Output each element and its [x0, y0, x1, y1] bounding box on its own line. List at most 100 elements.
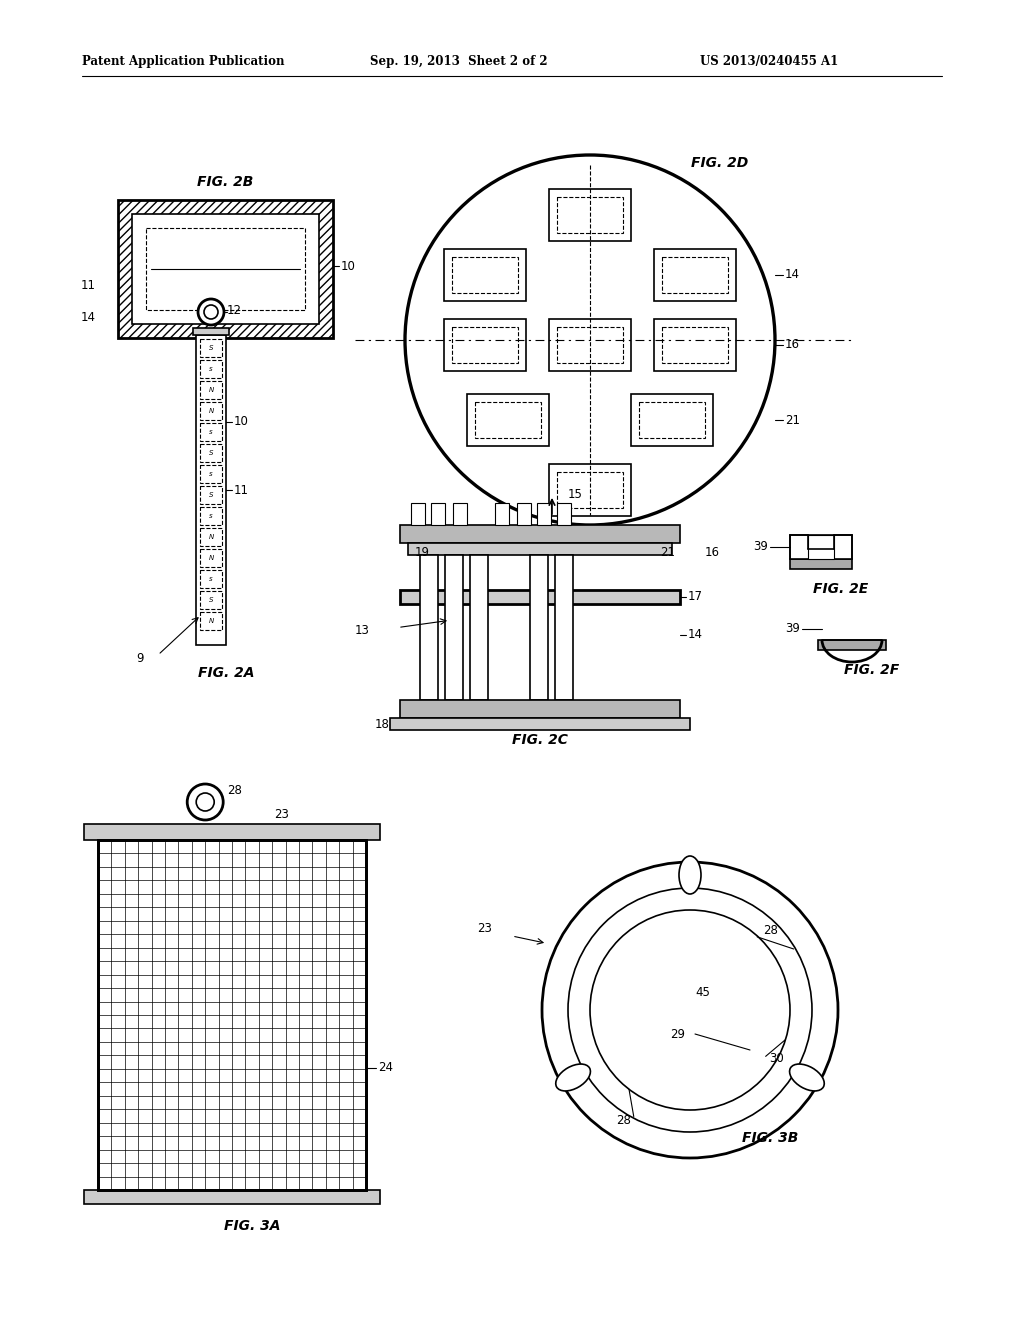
Bar — [193, 327, 229, 335]
Text: 45: 45 — [695, 986, 710, 998]
Circle shape — [590, 909, 790, 1110]
Bar — [200, 339, 222, 356]
Text: FIG. 2D: FIG. 2D — [691, 156, 749, 170]
Circle shape — [187, 784, 223, 820]
Bar — [200, 360, 222, 378]
Bar — [200, 507, 222, 525]
Bar — [200, 612, 222, 630]
Text: S: S — [209, 345, 213, 351]
Text: 23: 23 — [274, 808, 289, 821]
Circle shape — [204, 305, 218, 319]
Bar — [654, 319, 736, 371]
Bar — [549, 465, 631, 516]
Circle shape — [198, 300, 224, 325]
Circle shape — [542, 862, 838, 1158]
Text: 11: 11 — [81, 279, 96, 292]
Text: N: N — [208, 387, 214, 393]
Text: 28: 28 — [615, 1114, 631, 1127]
Ellipse shape — [556, 1064, 591, 1090]
Bar — [200, 381, 222, 399]
Bar — [200, 403, 222, 420]
Bar — [132, 214, 319, 323]
Text: 14: 14 — [785, 268, 800, 281]
Bar — [98, 840, 366, 1191]
Bar — [662, 257, 728, 293]
Bar — [452, 327, 518, 363]
Bar — [790, 558, 852, 569]
Bar — [420, 554, 438, 700]
Bar — [200, 549, 222, 568]
Bar — [557, 327, 623, 363]
Bar — [84, 1191, 380, 1204]
Bar — [557, 503, 571, 525]
Circle shape — [197, 793, 214, 810]
Text: Patent Application Publication: Patent Application Publication — [82, 55, 285, 69]
Bar — [537, 503, 551, 525]
Bar — [98, 840, 366, 1191]
Bar — [495, 503, 509, 525]
Bar — [146, 228, 305, 310]
Text: FIG. 2E: FIG. 2E — [813, 582, 868, 597]
Text: 23: 23 — [477, 923, 492, 935]
Text: 21: 21 — [785, 413, 800, 426]
Bar — [411, 503, 425, 525]
Text: 14: 14 — [688, 628, 703, 642]
Bar — [549, 189, 631, 242]
Text: 19: 19 — [415, 546, 430, 560]
Bar — [84, 824, 380, 840]
Bar — [530, 554, 548, 700]
Text: 17: 17 — [688, 590, 703, 603]
Bar — [818, 640, 886, 649]
Text: FIG. 3A: FIG. 3A — [224, 1218, 281, 1233]
Bar — [400, 590, 680, 605]
Bar — [808, 535, 834, 558]
Text: S: S — [209, 450, 213, 455]
Bar — [408, 543, 672, 554]
Bar — [467, 393, 549, 446]
Bar — [639, 403, 705, 438]
Text: s: s — [209, 513, 213, 519]
Text: S: S — [209, 597, 213, 603]
Text: 29: 29 — [670, 1027, 685, 1040]
Text: 9: 9 — [136, 652, 144, 665]
Bar — [517, 503, 531, 525]
Text: FIG. 2B: FIG. 2B — [197, 176, 253, 189]
Text: N: N — [208, 535, 214, 540]
Text: 39: 39 — [753, 540, 768, 553]
Text: FIG. 2C: FIG. 2C — [512, 733, 568, 747]
Text: 15: 15 — [568, 488, 583, 502]
Text: US 2013/0240455 A1: US 2013/0240455 A1 — [700, 55, 839, 69]
Bar — [662, 327, 728, 363]
Text: FIG. 2A: FIG. 2A — [198, 667, 254, 680]
Text: s: s — [209, 366, 213, 372]
Bar — [557, 197, 623, 234]
Bar — [444, 319, 526, 371]
Bar — [400, 700, 680, 718]
Bar — [549, 319, 631, 371]
Text: 28: 28 — [227, 784, 242, 796]
Text: s: s — [209, 429, 213, 436]
Text: 30: 30 — [769, 1052, 784, 1065]
Bar — [790, 535, 852, 558]
Bar — [445, 554, 463, 700]
Circle shape — [568, 888, 812, 1133]
Bar — [470, 554, 488, 700]
Bar — [453, 503, 467, 525]
Text: FIG. 3B: FIG. 3B — [741, 1131, 798, 1144]
Bar — [444, 249, 526, 301]
Text: S: S — [209, 492, 213, 498]
Text: N: N — [208, 554, 214, 561]
Bar — [200, 591, 222, 609]
Bar — [200, 465, 222, 483]
Text: 24: 24 — [378, 1061, 393, 1074]
Bar — [200, 422, 222, 441]
Text: 18: 18 — [375, 718, 390, 730]
Bar — [390, 718, 690, 730]
Bar — [118, 201, 333, 338]
Text: 10: 10 — [341, 260, 356, 273]
Text: 16: 16 — [785, 338, 800, 351]
Text: FIG. 2F: FIG. 2F — [845, 663, 900, 677]
Text: s: s — [209, 576, 213, 582]
Text: 14: 14 — [81, 310, 96, 323]
Ellipse shape — [790, 1064, 824, 1090]
